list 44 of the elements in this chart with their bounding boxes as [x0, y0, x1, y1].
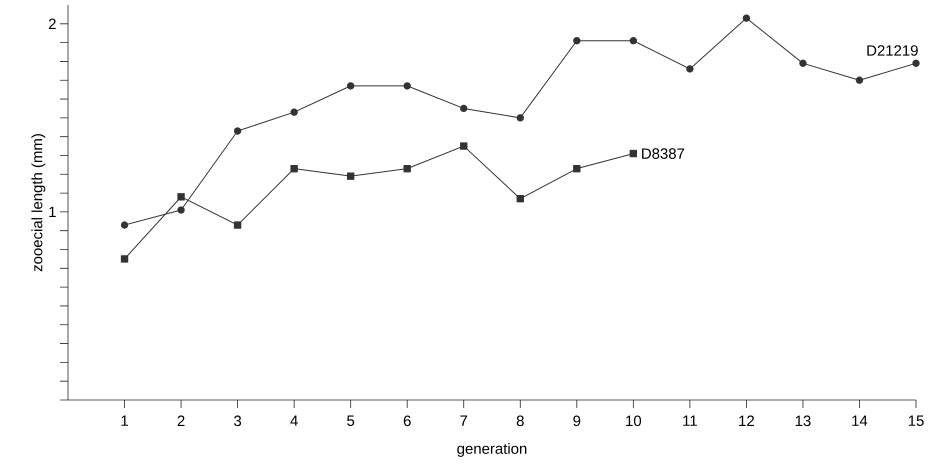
- point: [290, 164, 298, 172]
- x-tick-label: 13: [796, 416, 811, 426]
- y-axis-title: zooecial length (mm): [31, 134, 46, 272]
- point: [856, 76, 864, 84]
- point: [630, 150, 638, 158]
- point: [573, 37, 580, 44]
- x-tick-label: 2: [178, 416, 184, 426]
- series-label: D8387: [642, 148, 684, 159]
- x-tick-label: 3: [234, 416, 242, 426]
- point: [234, 127, 242, 135]
- x-tick-label: 11: [683, 416, 697, 426]
- point: [177, 193, 185, 201]
- point: [460, 142, 468, 150]
- x-tick-label: 7: [460, 416, 468, 426]
- series-label: D21219: [867, 45, 918, 56]
- x-tick-label: 6: [404, 416, 411, 426]
- x-axis-title: generation: [457, 442, 526, 457]
- point: [290, 108, 298, 116]
- point: [912, 60, 920, 67]
- point: [346, 172, 354, 180]
- point: [404, 82, 411, 90]
- x-tick-label: 4: [290, 416, 298, 426]
- point: [516, 195, 524, 202]
- point: [742, 14, 750, 22]
- x-tick-label: 5: [347, 416, 354, 426]
- point: [346, 82, 354, 90]
- x-tick-label: 1: [122, 416, 128, 426]
- point: [120, 255, 128, 263]
- x-tick-label: 14: [852, 416, 868, 426]
- point: [799, 60, 807, 67]
- x-tick-label: 12: [739, 416, 754, 426]
- point: [404, 164, 411, 172]
- point: [686, 65, 694, 73]
- point: [573, 164, 580, 172]
- point: [630, 37, 638, 44]
- point: [516, 114, 524, 122]
- x-tick-label: 10: [626, 416, 642, 426]
- point: [460, 104, 468, 112]
- x-tick-label: 9: [573, 416, 580, 426]
- x-tick-label: 15: [908, 416, 924, 426]
- point: [120, 221, 128, 229]
- point: [234, 221, 242, 229]
- point: [177, 206, 185, 214]
- x-tick-label: 8: [516, 416, 524, 426]
